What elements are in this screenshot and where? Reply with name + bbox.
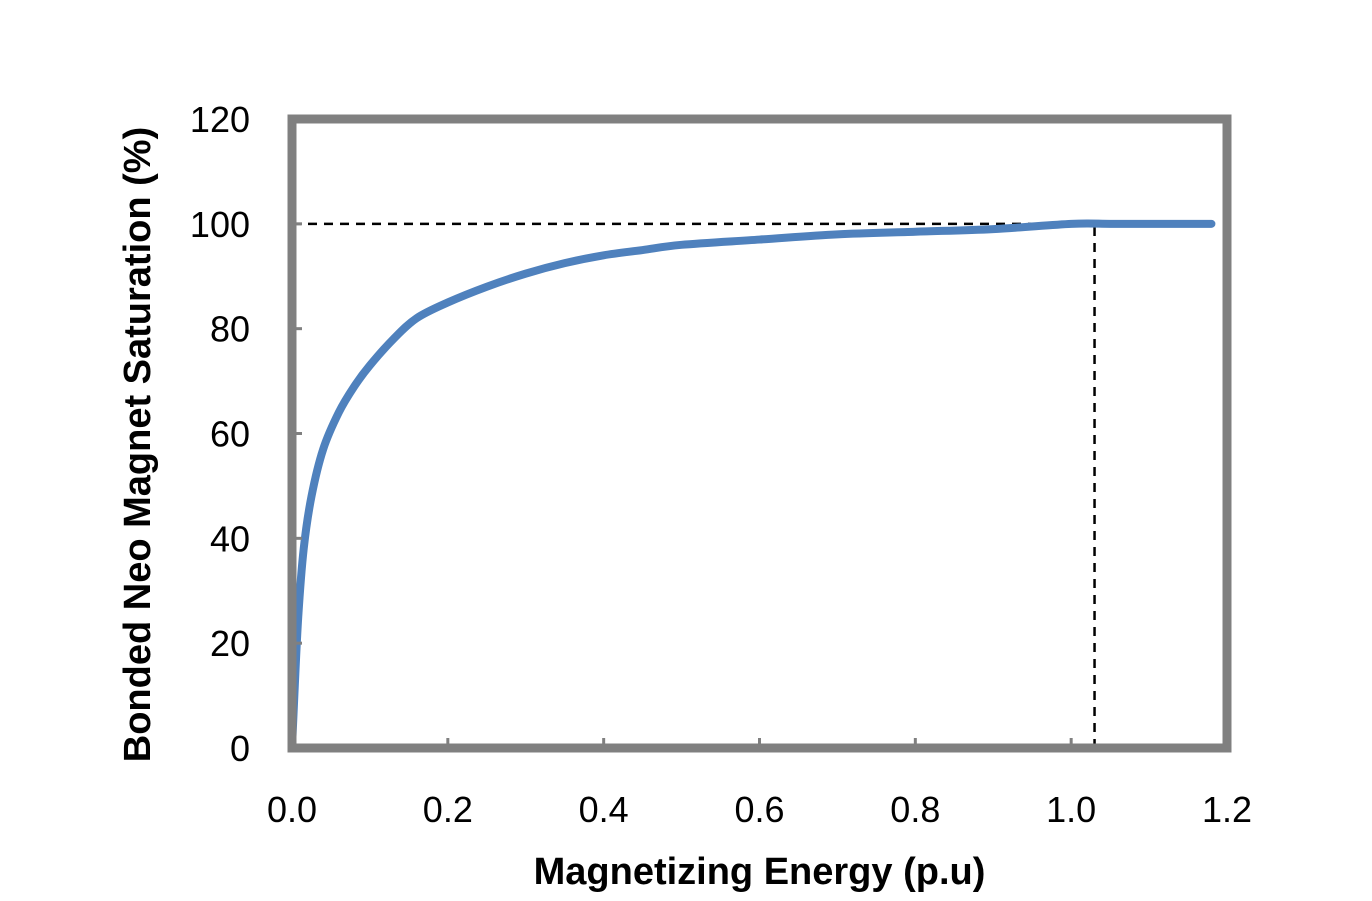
series-layer	[288, 219, 1216, 752]
y-tick-label: 0	[230, 728, 250, 769]
series-line	[288, 219, 1216, 752]
x-tick-label: 1.2	[1202, 789, 1252, 830]
y-tick-label: 60	[210, 414, 250, 455]
x-tick-label: 0.6	[734, 789, 784, 830]
x-axis-title: Magnetizing Energy (p.u)	[534, 851, 986, 893]
y-tick-label: 100	[190, 204, 250, 245]
x-tick-label: 1.0	[1046, 789, 1096, 830]
y-tick-label: 80	[210, 309, 250, 350]
y-tick-label: 20	[210, 623, 250, 664]
x-tick-label: 0.4	[579, 789, 629, 830]
x-tick-label: 0.2	[423, 789, 473, 830]
x-tick-label: 0.0	[267, 789, 317, 830]
x-tick-label: 0.8	[890, 789, 940, 830]
y-tick-label: 40	[210, 518, 250, 559]
y-axis: 0 20 40 60 80 100 120	[190, 99, 302, 769]
x-axis: 0.0 0.2 0.4 0.6 0.8 1.0 1.2	[267, 738, 1252, 830]
reference-lines	[292, 222, 1096, 748]
plot-frame	[287, 114, 1232, 753]
y-axis-title: Bonded Neo Magnet Saturation (%)	[117, 127, 159, 762]
y-tick-label: 120	[190, 99, 250, 140]
